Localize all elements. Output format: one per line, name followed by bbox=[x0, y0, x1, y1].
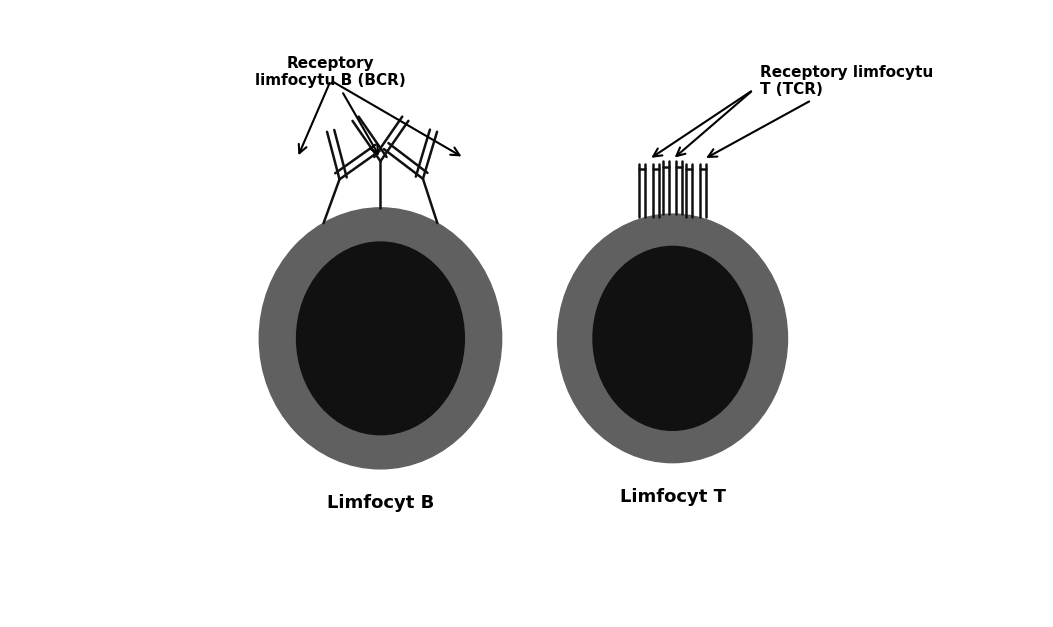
Ellipse shape bbox=[593, 246, 752, 430]
Text: Receptory
limfocytu B (BCR): Receptory limfocytu B (BCR) bbox=[256, 56, 406, 154]
Text: Limfocyt T: Limfocyt T bbox=[619, 488, 726, 505]
Ellipse shape bbox=[259, 208, 501, 469]
Ellipse shape bbox=[297, 242, 464, 435]
Text: Limfocyt B: Limfocyt B bbox=[326, 493, 434, 512]
Text: Receptory limfocytu
T (TCR): Receptory limfocytu T (TCR) bbox=[708, 65, 933, 157]
Ellipse shape bbox=[558, 214, 788, 463]
